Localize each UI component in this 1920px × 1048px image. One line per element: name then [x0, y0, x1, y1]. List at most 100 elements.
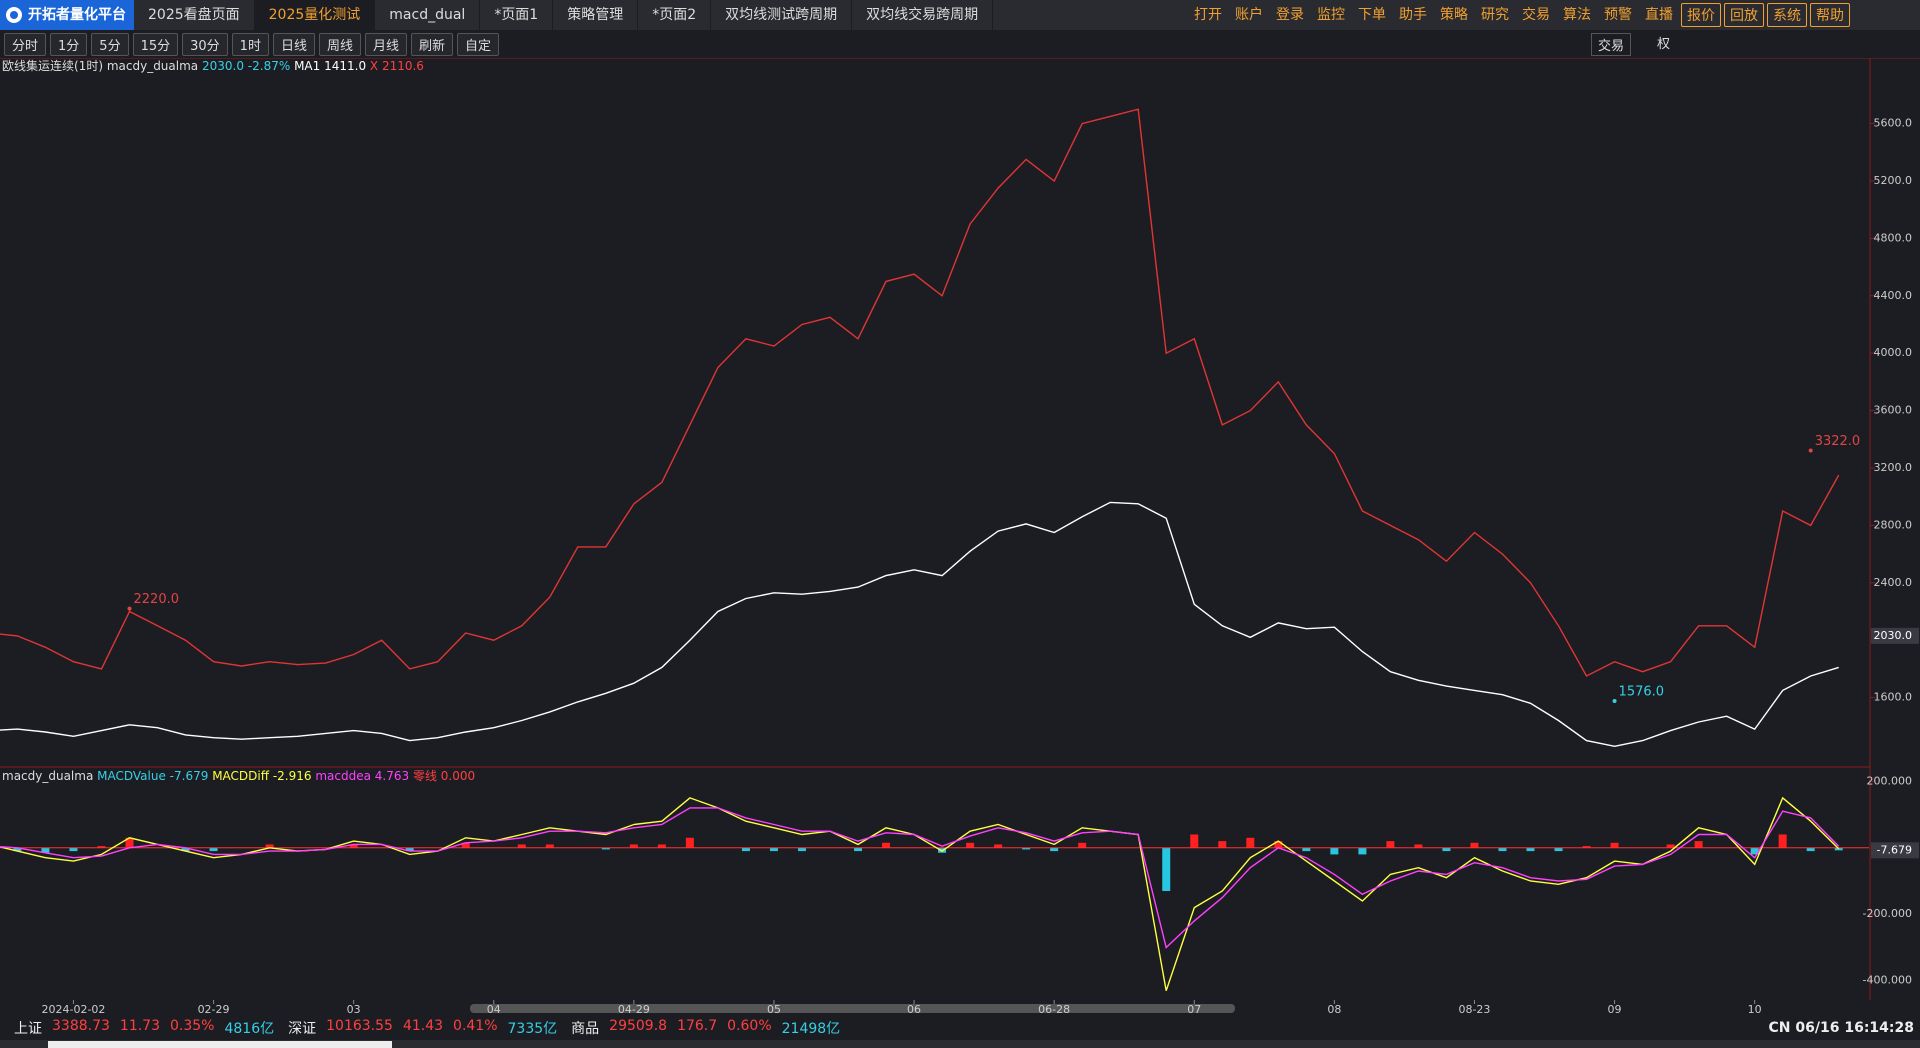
y-tick-label: 3200.0: [1874, 461, 1913, 474]
legend-item: MA1 1411.0: [294, 59, 366, 73]
period-button[interactable]: 30分: [182, 32, 228, 56]
menu-item[interactable]: 下单: [1358, 7, 1386, 23]
macd-bar: [405, 847, 414, 852]
tab[interactable]: macd_dual: [375, 0, 481, 30]
series-line: [0, 501, 1839, 748]
menu-item[interactable]: 帮助: [1810, 3, 1850, 27]
logo[interactable]: 开拓者量化平台: [0, 0, 134, 30]
series-line: [0, 108, 1840, 677]
y-tick-label: 4400.0: [1874, 289, 1913, 302]
quote-group: 上证 3388.73 11.73 0.35% 4816亿: [14, 1018, 274, 1038]
tool-button[interactable]: 交易: [1590, 33, 1631, 56]
x-tick-label: 02-29: [198, 1003, 230, 1016]
menu-item[interactable]: 监控: [1317, 7, 1345, 23]
macd-bar: [1750, 847, 1759, 855]
x-tick-label: 07: [1187, 1003, 1201, 1016]
menu-item[interactable]: 研究: [1481, 7, 1509, 23]
macd-bar: [1218, 841, 1227, 848]
macd-bar: [181, 847, 190, 852]
tab[interactable]: *页面1: [480, 0, 554, 30]
macd-bar: [1498, 847, 1507, 852]
menu-item[interactable]: 登录: [1276, 7, 1304, 23]
macd-bar: [966, 842, 975, 848]
menu-item[interactable]: 报价: [1681, 3, 1721, 27]
period-button[interactable]: 自定: [457, 32, 500, 56]
quote-amount: 4816亿: [224, 1021, 275, 1037]
current-box: [1871, 842, 1919, 859]
legend-item: macdy_dualma: [107, 59, 198, 73]
period-button[interactable]: 刷新: [411, 32, 454, 56]
macd-bar: [97, 846, 106, 848]
period-button[interactable]: 月线: [364, 32, 407, 56]
period-button[interactable]: 周线: [318, 32, 361, 56]
menu-item[interactable]: 交易: [1522, 7, 1550, 23]
menu-item[interactable]: 助手: [1399, 7, 1427, 23]
menu-item[interactable]: 打开: [1194, 7, 1222, 23]
quote-group: 商品 29509.8 176.7 0.60% 21498亿: [571, 1018, 840, 1038]
tab[interactable]: *页面2: [638, 0, 712, 30]
legend-item: 2030.0: [202, 59, 244, 73]
period-button[interactable]: 分时: [4, 32, 47, 56]
macd-bar: [797, 847, 806, 852]
macd-bar: [1442, 847, 1451, 852]
y-tick-label: 4000.0: [1874, 346, 1913, 359]
macd-bar: [461, 842, 470, 848]
macd-bar: [994, 844, 1003, 848]
menu-item[interactable]: 账户: [1235, 7, 1263, 23]
macd-bar: [1162, 847, 1171, 891]
macd-bar: [1078, 842, 1087, 848]
tab[interactable]: 双均线测试跨周期: [711, 0, 853, 30]
menu-item[interactable]: 算法: [1563, 7, 1591, 23]
macd-bar: [1050, 847, 1059, 852]
macd-bar: [1190, 834, 1199, 848]
quote-group: 深证 10163.55 41.43 0.41% 7335亿: [288, 1018, 557, 1038]
chart-bg: [0, 58, 1920, 1016]
scrollbar[interactable]: [470, 1004, 1235, 1013]
legend-item: macddea 4.763: [315, 769, 409, 783]
tab[interactable]: 2025看盘页面: [134, 0, 255, 30]
period-button[interactable]: 1时: [231, 32, 269, 56]
progress: [48, 1041, 392, 1048]
quote-value: 11.73: [119, 1018, 160, 1034]
annotation: 3322.0: [1815, 434, 1861, 449]
legend-item: 零线 0.000: [413, 769, 475, 783]
logo-text: 开拓者量化平台: [28, 7, 126, 23]
x-tick-label: 08: [1327, 1003, 1341, 1016]
tab[interactable]: 双均线交易跨周期: [852, 0, 994, 30]
macd-bar: [1470, 842, 1479, 848]
annotation-point: [1808, 448, 1813, 453]
macd-bar: [209, 847, 218, 852]
menu-item[interactable]: 预警: [1604, 7, 1632, 23]
period-button[interactable]: 1分: [50, 32, 88, 56]
period-button[interactable]: 日线: [272, 32, 315, 56]
annotation-point: [1612, 699, 1617, 704]
menu-item[interactable]: 直播: [1645, 7, 1673, 23]
menu-item[interactable]: 策略: [1440, 7, 1468, 23]
logo-icon: [6, 7, 22, 23]
macd-bar: [854, 847, 863, 852]
y-tick-label: -200.000: [1863, 907, 1912, 920]
status-bar: 上证 3388.73 11.73 0.35% 4816亿 深证 10163.55 41.43 0…: [0, 1016, 1920, 1040]
tool-button[interactable]: 权: [1656, 37, 1670, 52]
macd-bar: [1806, 847, 1815, 852]
annotation-point: [127, 606, 132, 611]
x-tick-label: 09: [1608, 1003, 1622, 1016]
y-tick-label: 5200.0: [1874, 174, 1913, 187]
quote-name: 深证: [288, 1021, 317, 1037]
title-bar: 开拓者量化平台 2025看盘页面 2025量化测试 macd_dual *页面1 策略管…: [0, 0, 1920, 30]
period-button[interactable]: 5分: [91, 32, 129, 56]
menu-item[interactable]: 系统: [1767, 3, 1807, 27]
series-line: [0, 807, 1840, 949]
last-price-box: [1871, 627, 1919, 644]
bottom-strip: [0, 1040, 1920, 1048]
macd-bar: [1386, 841, 1395, 848]
period-button[interactable]: 15分: [132, 32, 179, 56]
legend-item: MACDDiff -2.916: [212, 769, 311, 783]
macd-bar: [1302, 847, 1311, 852]
menu-item[interactable]: 回放: [1724, 3, 1764, 27]
macd-bar: [41, 847, 50, 853]
tab[interactable]: 策略管理: [553, 0, 639, 30]
macd-bar: [1834, 847, 1843, 851]
tab[interactable]: 2025量化测试: [254, 0, 376, 30]
